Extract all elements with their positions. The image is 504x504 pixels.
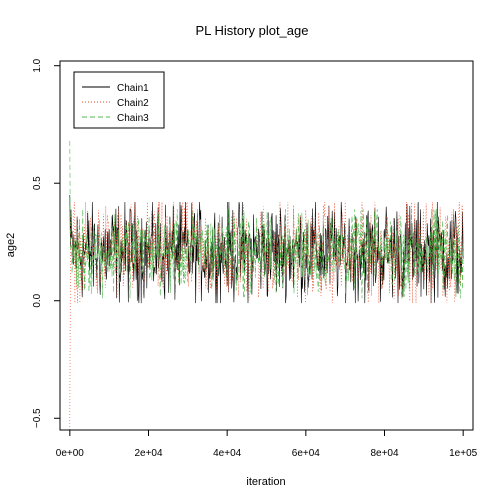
legend-box xyxy=(73,71,165,129)
legend: Chain1 Chain2 Chain3 xyxy=(73,71,165,129)
y-tick-label: −0.5 xyxy=(32,408,43,428)
x-tick-label: 2e+04 xyxy=(134,448,163,459)
y-tick-label: 0.5 xyxy=(32,176,43,190)
x-axis: 0e+00 2e+04 4e+04 6e+04 8e+04 1e+05 xyxy=(56,429,478,459)
x-tick-label: 1e+05 xyxy=(449,448,478,459)
chart-title: PL History plot_age xyxy=(196,23,309,38)
y-axis-label: age2 xyxy=(5,233,17,257)
legend-label-2: Chain2 xyxy=(117,98,149,109)
x-tick-label: 6e+04 xyxy=(292,448,321,459)
x-tick-label: 8e+04 xyxy=(370,448,399,459)
x-tick-label: 4e+04 xyxy=(213,448,242,459)
y-axis: −0.5 0.0 0.5 1.0 xyxy=(32,58,61,428)
legend-label-3: Chain3 xyxy=(117,113,149,124)
x-axis-label: iteration xyxy=(246,476,285,488)
y-tick-label: 1.0 xyxy=(32,58,43,72)
y-tick-label: 0.0 xyxy=(32,293,43,307)
series-layer xyxy=(69,140,464,431)
x-tick-label: 0e+00 xyxy=(56,448,85,459)
series-line-2 xyxy=(69,201,464,431)
series-line-3 xyxy=(69,140,464,299)
legend-label-1: Chain1 xyxy=(117,83,149,94)
